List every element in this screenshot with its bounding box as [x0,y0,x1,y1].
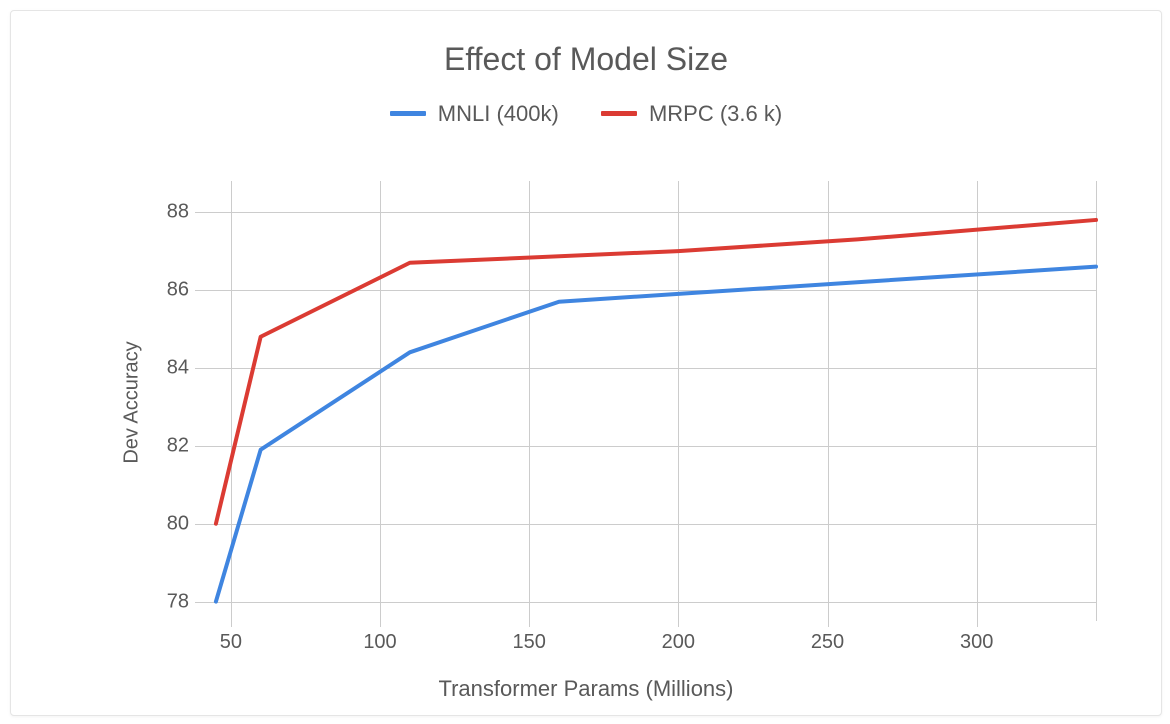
y-tick-label: 80 [167,512,189,535]
plot-area: 50100150200250300788082848688 [201,181,1096,621]
grid-vertical [1096,181,1097,621]
x-tick-label: 50 [220,631,242,654]
y-tick-label: 78 [167,590,189,613]
x-axis-label: Transformer Params (Millions) [11,676,1161,702]
x-tick-label: 250 [811,631,844,654]
legend-swatch-mrpc [601,111,637,116]
x-tick-mark [678,621,679,627]
x-tick-mark [529,621,530,627]
y-tick-label: 84 [167,356,189,379]
legend-item-mrpc: MRPC (3.6 k) [601,101,782,127]
x-tick-mark [977,621,978,627]
y-tick-label: 88 [167,201,189,224]
legend-swatch-mnli [390,111,426,116]
y-tick-label: 82 [167,434,189,457]
x-tick-label: 200 [662,631,695,654]
x-tick-label: 100 [363,631,396,654]
series-line [216,267,1096,602]
legend-label-mrpc: MRPC (3.6 k) [649,101,782,127]
series-line [216,220,1096,524]
x-tick-mark [828,621,829,627]
y-tick-label: 86 [167,279,189,302]
chart-series-layer [201,181,1096,621]
chart-card: Effect of Model Size MNLI (400k) MRPC (3… [10,10,1162,716]
chart-legend: MNLI (400k) MRPC (3.6 k) [11,96,1161,127]
chart-title: Effect of Model Size [11,41,1161,78]
y-axis-label: Dev Accuracy [121,341,144,463]
x-tick-label: 300 [960,631,993,654]
legend-item-mnli: MNLI (400k) [390,101,559,127]
x-tick-mark [231,621,232,627]
x-tick-label: 150 [512,631,545,654]
x-tick-mark [380,621,381,627]
legend-label-mnli: MNLI (400k) [438,101,559,127]
